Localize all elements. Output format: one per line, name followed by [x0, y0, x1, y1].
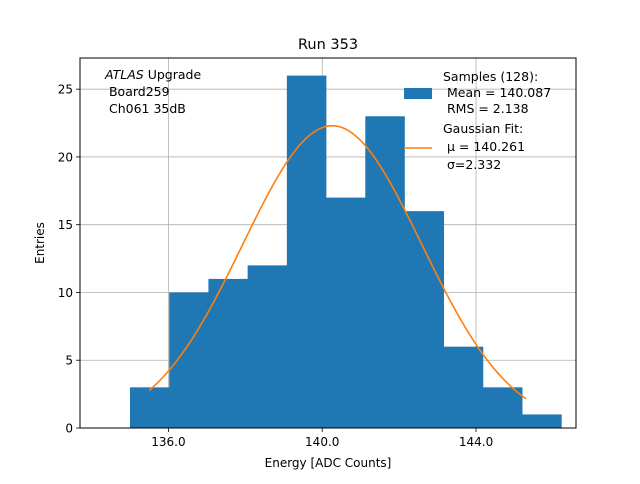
y-tick-label: 15 [58, 218, 73, 232]
y-tick-label: 25 [58, 83, 73, 97]
x-tick-label: 136.0 [151, 435, 185, 449]
annotation-line-1: ATLAS Upgrade [104, 67, 201, 82]
histogram-bar [247, 265, 288, 428]
atlas-annotation: ATLAS Upgrade Board259 Ch061 35dB [104, 67, 201, 116]
y-tick-label: 10 [58, 286, 73, 300]
legend-samples-swatch [404, 88, 432, 99]
annotation-board: Board259 [105, 84, 170, 99]
legend-fit-title: Gaussian Fit: [443, 121, 523, 136]
legend-samples-mean: Mean = 140.087 [443, 85, 551, 100]
y-tick-label: 5 [65, 354, 73, 368]
annotation-upgrade: Upgrade [144, 67, 202, 82]
histogram-bar [443, 346, 484, 428]
y-tick-label: 0 [65, 422, 73, 436]
x-tick-label: 140.0 [305, 435, 339, 449]
histogram-bar [129, 387, 170, 428]
legend-fit-sigma: σ=2.332 [443, 157, 501, 172]
histogram-bar [286, 75, 327, 428]
annotation-atlas: ATLAS [104, 67, 144, 82]
histogram-bar [208, 278, 248, 428]
legend: Samples (128): Mean = 140.087 RMS = 2.13… [404, 69, 551, 172]
gaussian-fit [148, 124, 527, 400]
chart-title: Run 353 [298, 37, 358, 53]
histogram-bar [404, 211, 445, 428]
x-axis-label: Energy [ADC Counts] [265, 456, 392, 470]
histogram-bar [365, 116, 405, 429]
y-tick-label: 20 [58, 150, 73, 164]
legend-samples-rms: RMS = 2.138 [443, 101, 529, 116]
histogram-bar [326, 197, 366, 428]
legend-fit-mu: μ = 140.261 [443, 139, 525, 154]
histogram-bars [129, 75, 562, 429]
annotation-channel: Ch061 35dB [105, 101, 186, 116]
y-axis-ticks: 0 5 10 15 20 25 [58, 83, 80, 436]
gaussian-fit-line [148, 124, 527, 400]
histogram-bar [169, 292, 209, 428]
x-tick-label: 144.0 [459, 435, 493, 449]
plot-frame [79, 57, 577, 429]
y-axis-label: Entries [33, 222, 47, 264]
legend-samples-title: Samples (128): [443, 69, 538, 84]
histogram-bar [482, 387, 523, 428]
x-axis-ticks: 136.0 140.0 144.0 [151, 428, 493, 449]
histogram-bar [522, 414, 562, 428]
